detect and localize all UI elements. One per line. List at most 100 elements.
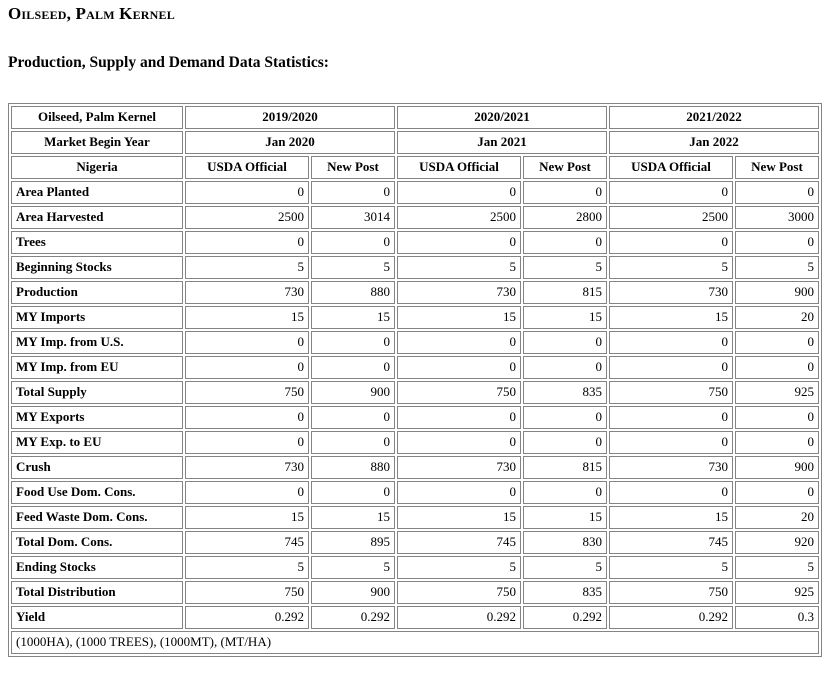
row-label: Area Planted	[11, 181, 183, 204]
table-row: MY Imports 15 15 15 15 15 20	[11, 306, 819, 329]
cell-value: 0	[185, 431, 309, 454]
cell-value: 815	[523, 281, 607, 304]
cell-value: 745	[609, 531, 733, 554]
source-header-1-1: New Post	[523, 156, 607, 179]
cell-value: 2500	[609, 206, 733, 229]
cell-value: 0.292	[311, 606, 395, 629]
cell-value: 0	[735, 431, 819, 454]
table-row: Beginning Stocks 5 5 5 5 5 5	[11, 256, 819, 279]
cell-value: 730	[185, 456, 309, 479]
cell-value: 0.292	[185, 606, 309, 629]
row-label: Feed Waste Dom. Cons.	[11, 506, 183, 529]
cell-value: 5	[185, 556, 309, 579]
report-subtitle: Production, Supply and Demand Data Stati…	[8, 54, 329, 71]
cell-value: 0	[185, 481, 309, 504]
row-label: Beginning Stocks	[11, 256, 183, 279]
table-row: Total Distribution 750 900 750 835 750 925	[11, 581, 819, 604]
cell-value: 15	[397, 306, 521, 329]
row-label: Total Dom. Cons.	[11, 531, 183, 554]
row-label: Production	[11, 281, 183, 304]
cell-value: 0.3	[735, 606, 819, 629]
row-label: Trees	[11, 231, 183, 254]
cell-value: 15	[523, 306, 607, 329]
cell-value: 15	[185, 506, 309, 529]
row-label: Total Supply	[11, 381, 183, 404]
cell-value: 0	[397, 331, 521, 354]
row-label: MY Imports	[11, 306, 183, 329]
cell-value: 0	[735, 406, 819, 429]
cell-value: 3014	[311, 206, 395, 229]
cell-value: 750	[609, 381, 733, 404]
cell-value: 730	[609, 281, 733, 304]
cell-value: 815	[523, 456, 607, 479]
cell-value: 0	[609, 431, 733, 454]
cell-value: 15	[609, 506, 733, 529]
cell-value: 0	[609, 331, 733, 354]
cell-value: 0	[735, 331, 819, 354]
cell-value: 0	[609, 231, 733, 254]
cell-value: 15	[609, 306, 733, 329]
units-footnote: (1000HA), (1000 TREES), (1000MT), (MT/HA…	[11, 631, 819, 654]
cell-value: 0	[311, 231, 395, 254]
cell-value: 5	[397, 556, 521, 579]
cell-value: 0	[735, 356, 819, 379]
cell-value: 900	[311, 381, 395, 404]
cell-value: 835	[523, 581, 607, 604]
cell-value: 750	[609, 581, 733, 604]
cell-value: 0	[185, 356, 309, 379]
cell-value: 2500	[185, 206, 309, 229]
row-label: MY Exp. to EU	[11, 431, 183, 454]
cell-value: 0	[397, 181, 521, 204]
cell-value: 0	[185, 331, 309, 354]
header-row-years: Oilseed, Palm Kernel 2019/2020 2020/2021 20…	[11, 106, 819, 129]
cell-value: 5	[609, 256, 733, 279]
cell-value: 0	[311, 431, 395, 454]
source-header-2-0: USDA Official	[609, 156, 733, 179]
psd-table-body: Area Planted 0 0 0 0 0 0 Area Harvested 2500 3014…	[11, 181, 819, 654]
cell-value: 0	[185, 406, 309, 429]
table-row: MY Imp. from EU 0 0 0 0 0 0	[11, 356, 819, 379]
cell-value: 0	[609, 356, 733, 379]
cell-value: 0	[311, 356, 395, 379]
year-header-2: 2021/2022	[609, 106, 819, 129]
source-header-1-0: USDA Official	[397, 156, 521, 179]
header-row-sources: Nigeria USDA Official New Post USDA Officia…	[11, 156, 819, 179]
cell-value: 0	[523, 331, 607, 354]
cell-value: 830	[523, 531, 607, 554]
row-label: Area Harvested	[11, 206, 183, 229]
cell-value: 2500	[397, 206, 521, 229]
year-header-1: 2020/2021	[397, 106, 607, 129]
table-row: MY Exports 0 0 0 0 0 0	[11, 406, 819, 429]
cell-value: 730	[397, 281, 521, 304]
cell-value: 0	[735, 181, 819, 204]
cell-value: 730	[609, 456, 733, 479]
cell-value: 0	[311, 331, 395, 354]
cell-value: 0.292	[609, 606, 733, 629]
cell-value: 15	[311, 506, 395, 529]
cell-value: 0	[311, 406, 395, 429]
cell-value: 895	[311, 531, 395, 554]
table-row: MY Imp. from U.S. 0 0 0 0 0 0	[11, 331, 819, 354]
cell-value: 730	[397, 456, 521, 479]
cell-value: 15	[397, 506, 521, 529]
source-header-0-0: USDA Official	[185, 156, 309, 179]
cell-value: 0	[397, 231, 521, 254]
table-row: Food Use Dom. Cons. 0 0 0 0 0 0	[11, 481, 819, 504]
table-row: Production 730 880 730 815 730 900	[11, 281, 819, 304]
cell-value: 0	[523, 481, 607, 504]
cell-value: 5	[609, 556, 733, 579]
source-header-0-1: New Post	[311, 156, 395, 179]
cell-value: 880	[311, 456, 395, 479]
cell-value: 750	[397, 581, 521, 604]
cell-value: 900	[311, 581, 395, 604]
cell-value: 745	[185, 531, 309, 554]
begin-date-0: Jan 2020	[185, 131, 395, 154]
cell-value: 0	[397, 431, 521, 454]
row-label: Ending Stocks	[11, 556, 183, 579]
cell-value: 5	[523, 556, 607, 579]
cell-value: 750	[397, 381, 521, 404]
cell-value: 0	[397, 481, 521, 504]
row-label: Total Distribution	[11, 581, 183, 604]
table-row: Total Dom. Cons. 745 895 745 830 745 920	[11, 531, 819, 554]
market-begin-label-cell: Market Begin Year	[11, 131, 183, 154]
